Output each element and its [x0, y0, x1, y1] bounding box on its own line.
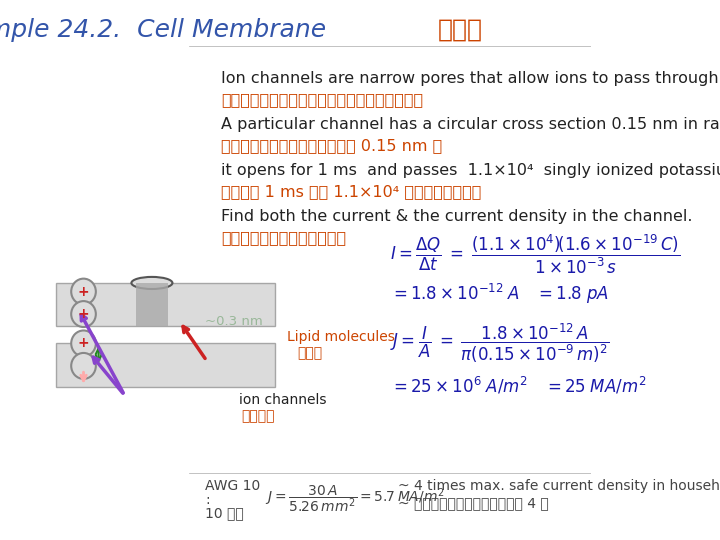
- Text: $= 1.8\times10^{-12}\; A \quad = 1.8\; pA$: $= 1.8\times10^{-12}\; A \quad = 1.8\; p…: [390, 282, 608, 306]
- Text: :: :: [205, 492, 210, 507]
- Text: $J = \dfrac{I}{A} \;=\; \dfrac{1.8\times10^{-12}\, A}{\pi\left(0.15\times10^{-9}: $J = \dfrac{I}{A} \;=\; \dfrac{1.8\times…: [390, 321, 609, 365]
- Text: +: +: [78, 336, 89, 350]
- Text: AWG 10: AWG 10: [205, 479, 261, 493]
- Text: Find both the current & the current density in the channel.: Find both the current & the current dens…: [221, 208, 693, 224]
- Text: $I = \dfrac{\Delta Q}{\Delta t} \;=\; \dfrac{\left(1.1\times10^{4}\right)\!\left: $I = \dfrac{\Delta Q}{\Delta t} \;=\; \d…: [390, 232, 680, 275]
- Text: ion channels: ion channels: [239, 393, 327, 407]
- Text: 細胞膜: 細胞膜: [438, 18, 483, 42]
- Text: Ion channels are narrow pores that allow ions to pass through  cell membranes.: Ion channels are narrow pores that allow…: [221, 71, 720, 86]
- Text: 它張開了 1 ms ，讓 1.1×10⁴ 個鉤單離子通過。: 它張開了 1 ms ，讓 1.1×10⁴ 個鉤單離子通過。: [221, 184, 482, 199]
- Text: $J = \dfrac{30\, A}{5.26\, mm^{2}} = 5.7\, MA/m^{2}$: $J = \dfrac{30\, A}{5.26\, mm^{2}} = 5.7…: [266, 483, 445, 514]
- Bar: [56, 343, 275, 387]
- Text: +: +: [78, 307, 89, 321]
- Text: +: +: [78, 285, 89, 299]
- Text: ~0.3 nm: ~0.3 nm: [205, 315, 263, 328]
- Text: ~ 4 times max. safe current density in household wirings: ~ 4 times max. safe current density in h…: [398, 479, 720, 493]
- Text: 離子通道: 離子通道: [241, 409, 275, 423]
- Text: 離子通道是指容許離子穿越細胞膜的狹窄小孔。: 離子通道是指容許離子穿越細胞膜的狹窄小孔。: [221, 92, 423, 107]
- Text: 求通道內的電流和電流密度。: 求通道內的電流和電流密度。: [221, 230, 346, 245]
- Bar: [56, 283, 275, 326]
- Ellipse shape: [71, 353, 96, 379]
- Ellipse shape: [71, 330, 96, 356]
- Bar: [135, 283, 168, 326]
- Ellipse shape: [71, 279, 96, 305]
- Text: it opens for 1 ms  and passes  1.1×10⁴  singly ionized potassium ions.: it opens for 1 ms and passes 1.1×10⁴ sin…: [221, 163, 720, 178]
- Ellipse shape: [131, 277, 173, 289]
- Text: 脂分子: 脂分子: [297, 347, 323, 361]
- Text: A particular channel has a circular cross section 0.15 nm in radius;: A particular channel has a circular cros…: [221, 117, 720, 132]
- Ellipse shape: [71, 301, 96, 327]
- Text: 某通道有一圓形截面，其半徑為 0.15 nm ；: 某通道有一圓形截面，其半徑為 0.15 nm ；: [221, 138, 443, 153]
- Text: ~ 住宅線路最大安全電流密度的 4 倍: ~ 住宅線路最大安全電流密度的 4 倍: [398, 496, 549, 510]
- Text: Example 24.2.  Cell Membrane: Example 24.2. Cell Membrane: [0, 18, 342, 42]
- Text: Lipid molecules: Lipid molecules: [287, 330, 395, 345]
- Text: 10 號線: 10 號線: [205, 506, 244, 520]
- Text: $= 25\times10^{6}\; A/m^{2} \quad = 25\; MA/m^{2}$: $= 25\times10^{6}\; A/m^{2} \quad = 25\;…: [390, 375, 647, 397]
